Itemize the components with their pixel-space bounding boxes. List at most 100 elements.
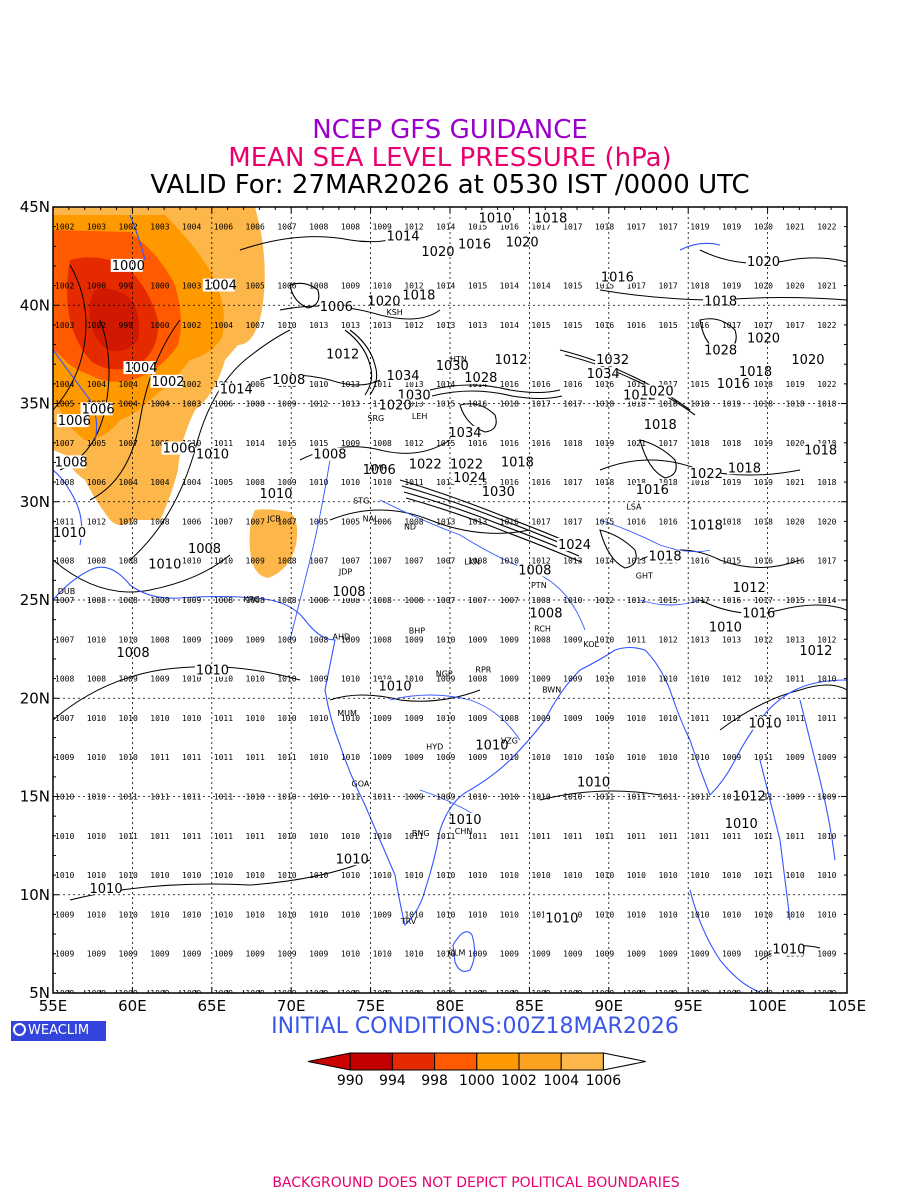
station-value: 1002 bbox=[182, 321, 201, 330]
station-value: 1020 bbox=[785, 282, 804, 291]
isobar-label: 1000 bbox=[112, 259, 145, 274]
isobar-label-bg bbox=[331, 585, 364, 599]
station-value: 1009 bbox=[55, 989, 74, 998]
station-value: 1016 bbox=[500, 439, 519, 448]
isobar-label-bg bbox=[745, 254, 778, 268]
station-value: 1002 bbox=[119, 223, 138, 232]
station-value: 1015 bbox=[436, 400, 455, 409]
station-value: 1007 bbox=[55, 596, 74, 605]
station-value: 1011 bbox=[468, 832, 487, 841]
station-value: 1009 bbox=[341, 635, 360, 644]
station-value: 1022 bbox=[817, 223, 836, 232]
isobar-label: 1018 bbox=[804, 444, 837, 459]
station-value: 1009 bbox=[785, 753, 804, 762]
isobar-label-bg bbox=[56, 414, 89, 428]
station-value: 1012 bbox=[404, 439, 423, 448]
station-value: 1012 bbox=[722, 675, 741, 684]
station-value: 1018 bbox=[785, 400, 804, 409]
latitude-labels: 45N 40N 35N 30N 25N 20N 15N 10N 5N bbox=[20, 198, 50, 1002]
station-value: 1006 bbox=[246, 223, 265, 232]
station-value: 1009 bbox=[563, 989, 582, 998]
station-value: 1020 bbox=[754, 223, 773, 232]
station-value: 1008 bbox=[404, 517, 423, 526]
station-value: 1012 bbox=[817, 635, 836, 644]
isobar-label-bg bbox=[377, 398, 410, 412]
station-value: 1005 bbox=[246, 282, 265, 291]
station-value: 1019 bbox=[722, 478, 741, 487]
station-value: 1010 bbox=[404, 910, 423, 919]
station-value: 1016 bbox=[500, 517, 519, 526]
station-value: 1010 bbox=[182, 871, 201, 880]
isobar-label: 1010 bbox=[545, 911, 578, 926]
station-value: 1016 bbox=[690, 321, 709, 330]
station-value: 1009 bbox=[373, 753, 392, 762]
station-value: 1009 bbox=[182, 989, 201, 998]
station-value: 1007 bbox=[309, 557, 328, 566]
isobar-label: 1030 bbox=[436, 359, 469, 374]
station-value: 1010 bbox=[341, 478, 360, 487]
station-value: 1012 bbox=[627, 596, 646, 605]
station-value: 1008 bbox=[309, 223, 328, 232]
isobar-label: 1014 bbox=[220, 383, 253, 398]
isobar-label-bg bbox=[447, 813, 480, 827]
isobar-label-bg bbox=[747, 716, 780, 730]
station-value: 1009 bbox=[563, 635, 582, 644]
station-value: 1017 bbox=[627, 380, 646, 389]
isobar-label: 1016 bbox=[717, 377, 750, 392]
city-label: PTN bbox=[531, 581, 547, 590]
isobar-label-bg bbox=[745, 331, 778, 345]
isobar-label: 1010 bbox=[336, 852, 369, 867]
isobar-label: 1020 bbox=[506, 235, 539, 250]
station-value: 1009 bbox=[277, 635, 296, 644]
station-value: 1009 bbox=[373, 910, 392, 919]
isobar-label: 1010 bbox=[148, 558, 181, 573]
station-value: 1013 bbox=[404, 380, 423, 389]
station-value: 1009 bbox=[468, 989, 487, 998]
station-value: 1005 bbox=[87, 439, 106, 448]
station-value: 1020 bbox=[785, 439, 804, 448]
isobar-label-bg bbox=[726, 461, 759, 475]
station-value: 1010 bbox=[214, 910, 233, 919]
station-value: 1010 bbox=[373, 675, 392, 684]
station-value: 1016 bbox=[500, 380, 519, 389]
lon-label: 60E bbox=[118, 997, 147, 1015]
station-value: 1005 bbox=[55, 400, 74, 409]
station-value: 1008 bbox=[468, 557, 487, 566]
city-label: CHN bbox=[455, 827, 473, 836]
colorbar-label: 1002 bbox=[501, 1073, 537, 1089]
station-value: 1015 bbox=[436, 439, 455, 448]
station-value: 1003 bbox=[150, 223, 169, 232]
station-value: 1021 bbox=[817, 282, 836, 291]
station-value: 1009 bbox=[500, 950, 519, 959]
isobar-label-bg bbox=[771, 942, 804, 956]
isobar-label: 1020 bbox=[379, 398, 412, 413]
station-value: 1011 bbox=[246, 832, 265, 841]
station-value: 1006 bbox=[214, 223, 233, 232]
station-value: 1018 bbox=[595, 400, 614, 409]
station-value: 1011 bbox=[373, 380, 392, 389]
station-value: 1021 bbox=[785, 223, 804, 232]
city-label: BHP bbox=[409, 626, 426, 635]
station-value: 1009 bbox=[690, 950, 709, 959]
station-value: 1015 bbox=[468, 223, 487, 232]
station-value: 1006 bbox=[246, 380, 265, 389]
station-value: 1011 bbox=[119, 832, 138, 841]
station-value: 1011 bbox=[182, 793, 201, 802]
station-value: 1009 bbox=[182, 635, 201, 644]
station-value: 1018 bbox=[595, 478, 614, 487]
station-value: 1010 bbox=[500, 871, 519, 880]
station-value: 1009 bbox=[595, 989, 614, 998]
lat-label: 5N bbox=[29, 984, 50, 1002]
station-value: 1013 bbox=[627, 557, 646, 566]
isobar-label: 1024 bbox=[558, 538, 591, 553]
station-values: 1002 1003 1002 1003 1004 1006 1006 1007 1008 1008… bbox=[55, 223, 837, 998]
isobar-label: 1006 bbox=[58, 414, 91, 429]
station-value: 1011 bbox=[500, 832, 519, 841]
station-value: 1004 bbox=[214, 321, 233, 330]
isobar-label: 1012 bbox=[733, 789, 766, 804]
isobar-label-bg bbox=[186, 541, 219, 555]
station-value: 1013 bbox=[722, 635, 741, 644]
footer-disclaimer: BACKGROUND DOES NOT DEPICT POLITICAL BOU… bbox=[272, 1175, 680, 1191]
station-value: 1011 bbox=[214, 753, 233, 762]
station-value: 1019 bbox=[722, 282, 741, 291]
